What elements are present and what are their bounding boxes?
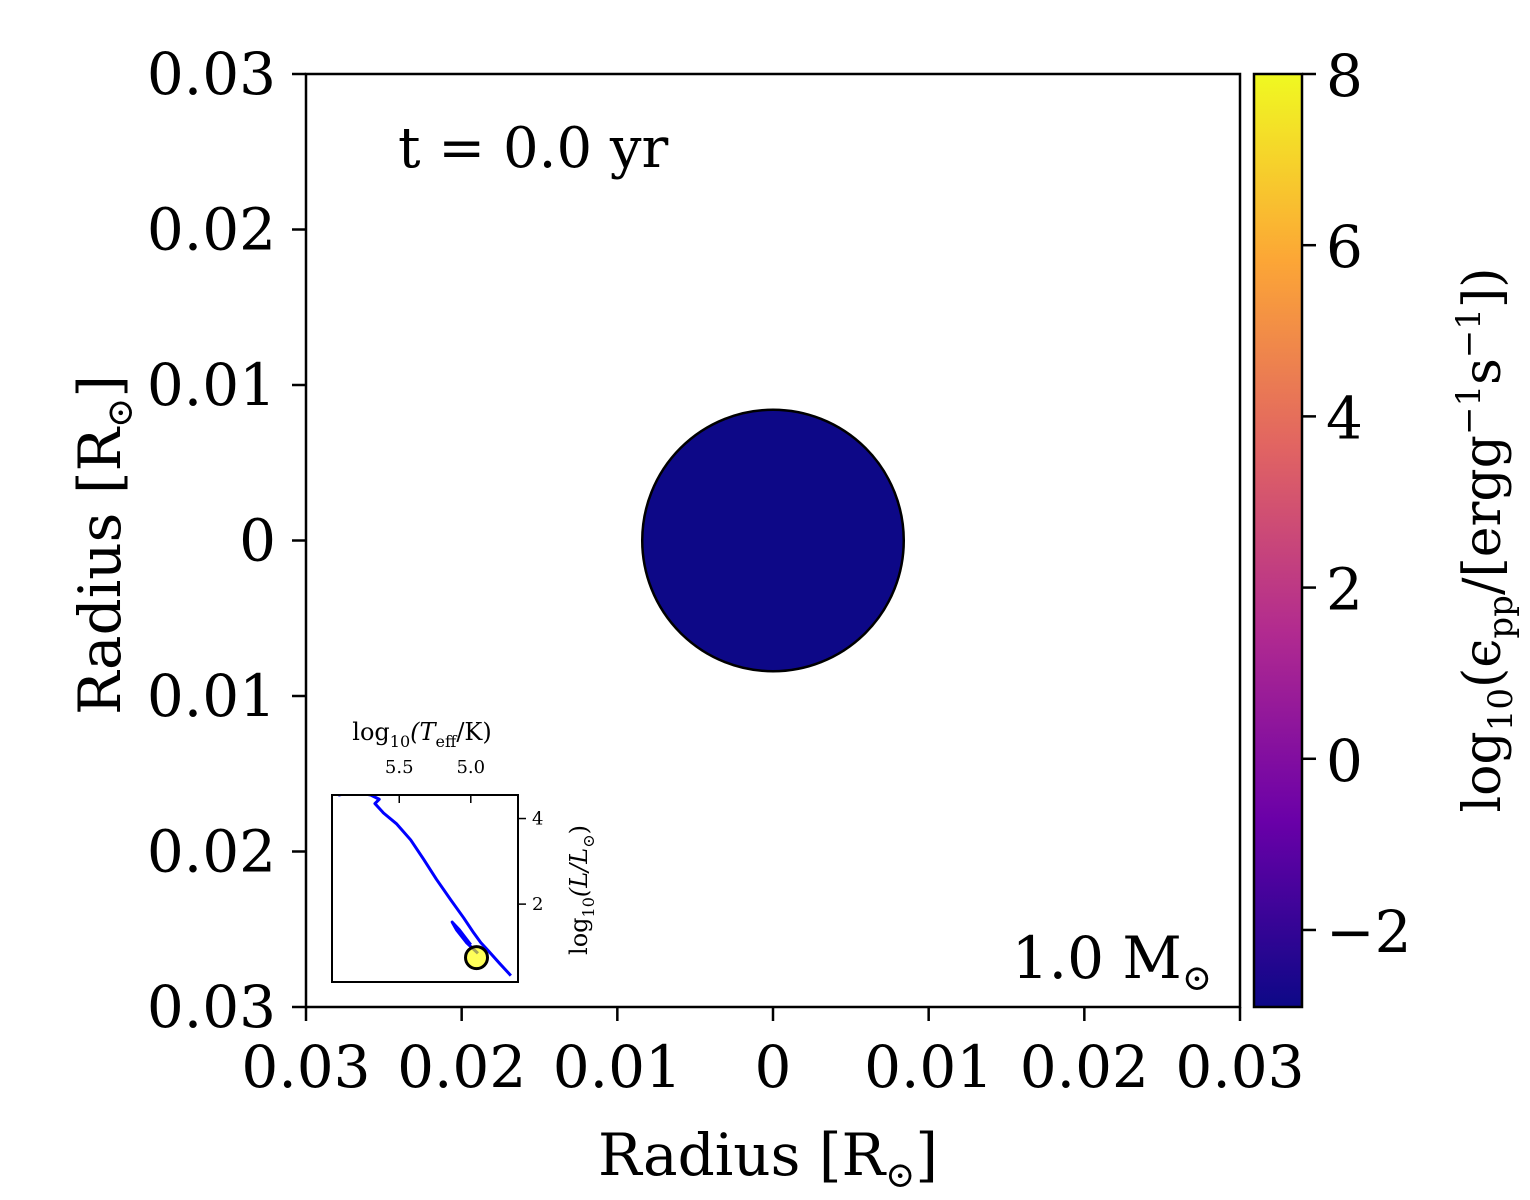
colorbar-tick-label: 0 — [1326, 727, 1363, 795]
colorbar-tick-label: 8 — [1326, 42, 1363, 110]
inset-x-ticks: 5.5 5.0 — [385, 757, 485, 803]
y-tick-label: 0.02 — [147, 818, 276, 886]
y-axis-ticks: 0.03 0.02 0.01 0 0.01 0.02 0.03 — [147, 40, 306, 1041]
y-axis-label: Radius [R⊙] — [66, 375, 141, 715]
x-tick-label: 0.02 — [1020, 1033, 1149, 1101]
colorbar-tick-label: −2 — [1326, 898, 1412, 966]
x-tick-label: 0.03 — [241, 1033, 370, 1101]
inset-hr-diagram: 5.5 5.0 42 log10(Teff/K) log10(L/L⊙) — [331, 718, 598, 983]
inset-frame — [331, 794, 519, 983]
x-axis-label: Radius [R⊙] — [598, 1121, 938, 1196]
inset-x-tick-label: 5.5 — [385, 757, 414, 778]
y-tick-label: 0.01 — [147, 662, 276, 730]
mass-annotation: 1.0 M⊙ — [1012, 924, 1212, 999]
inset-evolution-track-loop — [450, 920, 479, 955]
star-disk — [640, 408, 906, 673]
main-plot: 0.03 0.02 0.01 0 0.01 0.02 0.03 0.030.020.0100… — [66, 40, 1305, 1196]
x-tick-label: 0.02 — [397, 1033, 526, 1101]
inset-current-point — [464, 945, 490, 971]
colorbar-label: log10(ϵpp/[ergg−1s−1]) — [1449, 268, 1521, 813]
y-tick-label: 0 — [239, 507, 276, 575]
colorbar-gradient — [1254, 74, 1302, 1007]
y-tick-label: 0.01 — [147, 351, 276, 419]
colorbar: 8 6 4 2 0 −2 log10(ϵpp/[ergg−1s−1]) — [1252, 42, 1521, 1009]
inset-y-ticks: 42 — [518, 809, 543, 915]
y-tick-label: 0.02 — [147, 196, 276, 264]
colorbar-frame — [1252, 72, 1304, 1009]
x-tick-label: 0.03 — [1175, 1033, 1304, 1101]
inset-y-tick-label: 4 — [532, 809, 543, 830]
x-tick-label: 0.01 — [553, 1033, 682, 1101]
x-tick-label: 0 — [755, 1033, 792, 1101]
colorbar-ticks: 8 6 4 2 0 −2 — [1302, 42, 1412, 966]
inset-y-tick-label: 2 — [532, 894, 543, 915]
colorbar-tick-label: 6 — [1326, 213, 1363, 281]
x-axis-ticks: 0.03 0.02 0.01 0 0.01 0.02 0.03 — [241, 1007, 1305, 1101]
colorbar-tick-label: 2 — [1326, 556, 1363, 624]
inset-y-label: log10(L/L⊙) — [565, 825, 598, 955]
y-tick-label: 0.03 — [147, 973, 276, 1041]
inset-evolution-track — [337, 795, 512, 977]
y-tick-label: 0.03 — [147, 40, 276, 108]
time-annotation: t = 0.0 yr — [398, 116, 669, 181]
x-tick-label: 0.01 — [864, 1033, 993, 1101]
inset-x-tick-label: 5.0 — [456, 757, 485, 778]
colorbar-tick-label: 4 — [1326, 384, 1363, 452]
inset-x-label: log10(Teff/K) — [352, 718, 491, 751]
